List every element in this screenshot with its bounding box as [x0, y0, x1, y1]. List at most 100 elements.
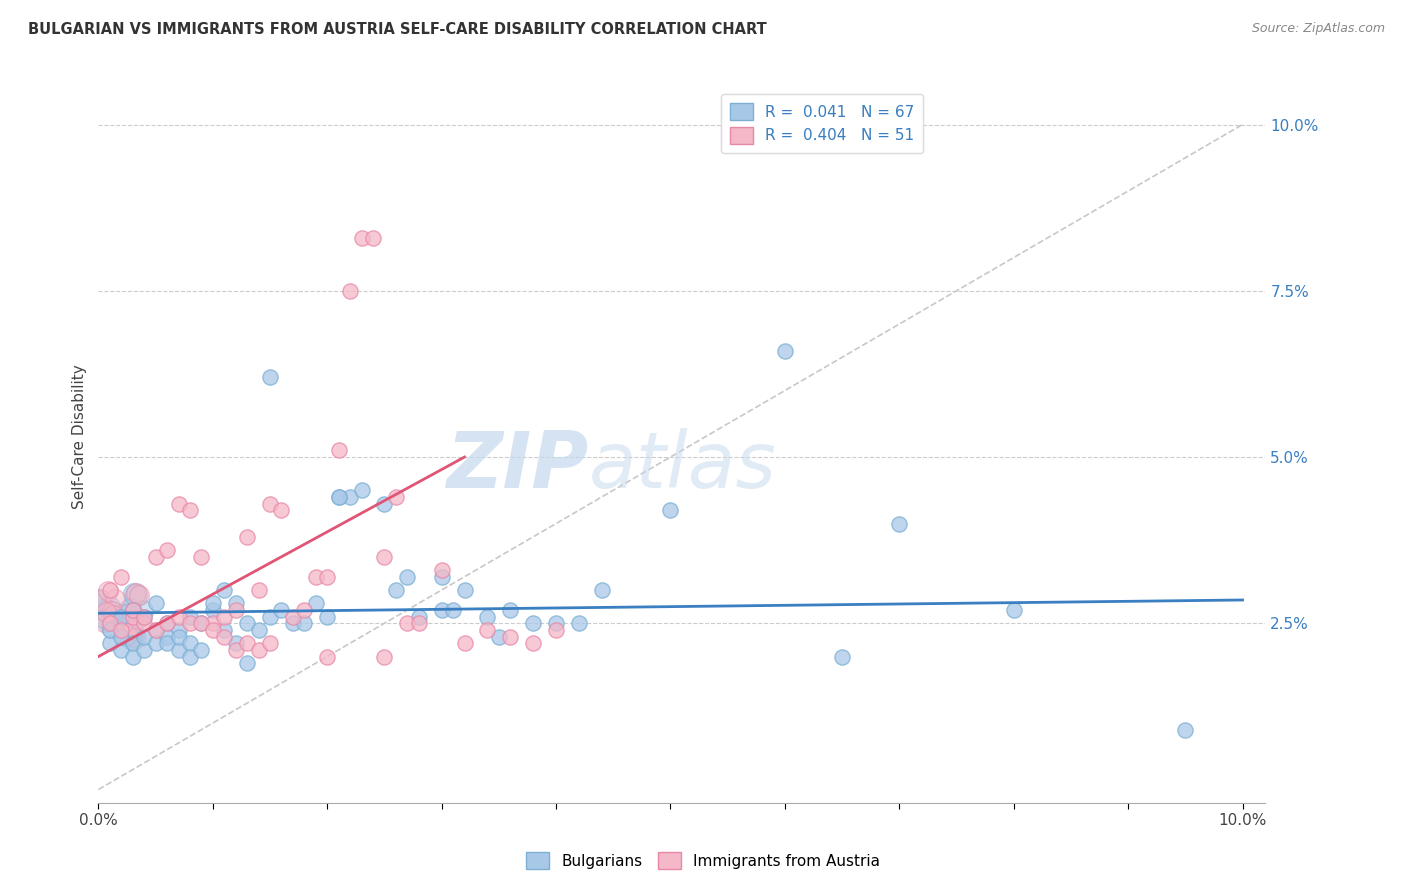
Point — [316, 649, 339, 664]
Point — [121, 629, 143, 643]
Point — [1174, 723, 1197, 737]
Point — [831, 649, 853, 664]
Point — [453, 636, 475, 650]
Point — [94, 605, 117, 619]
Point — [89, 598, 111, 612]
Y-axis label: Self-Care Disability: Self-Care Disability — [72, 365, 87, 509]
Point — [134, 616, 156, 631]
Point — [361, 230, 384, 244]
Point — [110, 630, 132, 644]
Legend: R =  0.041   N = 67, R =  0.404   N = 51: R = 0.041 N = 67, R = 0.404 N = 51 — [721, 94, 924, 153]
Point — [117, 607, 139, 622]
Point — [316, 609, 339, 624]
Point — [477, 609, 499, 624]
Point — [179, 636, 201, 650]
Point — [124, 588, 146, 602]
Point — [190, 549, 212, 564]
Point — [247, 623, 270, 637]
Point — [396, 616, 419, 631]
Point — [190, 616, 212, 631]
Point — [145, 636, 167, 650]
Point — [110, 623, 132, 637]
Point — [121, 603, 143, 617]
Point — [477, 623, 499, 637]
Point — [247, 643, 270, 657]
Point — [111, 608, 134, 623]
Point — [350, 230, 373, 244]
Point — [156, 543, 179, 558]
Point — [328, 490, 350, 504]
Point — [115, 619, 138, 633]
Point — [373, 649, 395, 664]
Point — [441, 603, 464, 617]
Text: ZIP: ZIP — [446, 428, 589, 504]
Point — [179, 649, 201, 664]
Point — [101, 604, 124, 618]
Point — [201, 596, 224, 610]
Point — [408, 609, 430, 624]
Point — [214, 582, 236, 597]
Point — [225, 603, 247, 617]
Point — [373, 549, 395, 564]
Point — [247, 582, 270, 597]
Point — [134, 609, 156, 624]
Point — [236, 636, 259, 650]
Point — [125, 586, 148, 600]
Point — [270, 503, 292, 517]
Point — [134, 630, 156, 644]
Point — [522, 636, 544, 650]
Point — [145, 549, 167, 564]
Point — [350, 483, 373, 498]
Point — [179, 503, 201, 517]
Point — [91, 608, 114, 623]
Point — [305, 596, 328, 610]
Point — [591, 582, 613, 597]
Point — [488, 630, 510, 644]
Point — [121, 603, 143, 617]
Point — [110, 570, 132, 584]
Point — [121, 609, 143, 624]
Point — [112, 615, 135, 630]
Point — [110, 643, 132, 657]
Point — [122, 587, 145, 601]
Point — [659, 503, 682, 517]
Point — [110, 616, 132, 631]
Point — [773, 343, 796, 358]
Point — [131, 604, 153, 618]
Point — [90, 592, 112, 607]
Point — [305, 570, 328, 584]
Point — [167, 497, 190, 511]
Point — [281, 609, 304, 624]
Point — [201, 616, 224, 631]
Point — [134, 609, 156, 624]
Point — [292, 616, 315, 631]
Point — [125, 632, 148, 646]
Point — [453, 582, 475, 597]
Point — [101, 620, 124, 634]
Point — [259, 497, 281, 511]
Point — [190, 643, 212, 657]
Point — [156, 616, 179, 631]
Point — [328, 490, 350, 504]
Point — [236, 530, 259, 544]
Text: BULGARIAN VS IMMIGRANTS FROM AUSTRIA SELF-CARE DISABILITY CORRELATION CHART: BULGARIAN VS IMMIGRANTS FROM AUSTRIA SEL… — [28, 22, 766, 37]
Point — [156, 630, 179, 644]
Point — [385, 490, 408, 504]
Point — [167, 623, 190, 637]
Legend: Bulgarians, Immigrants from Austria: Bulgarians, Immigrants from Austria — [520, 846, 886, 875]
Point — [167, 630, 190, 644]
Point — [339, 284, 361, 298]
Point — [190, 616, 212, 631]
Point — [259, 636, 281, 650]
Point — [128, 588, 150, 602]
Point — [179, 609, 201, 624]
Point — [339, 490, 361, 504]
Point — [122, 613, 145, 627]
Point — [156, 636, 179, 650]
Point — [316, 570, 339, 584]
Point — [568, 616, 591, 631]
Point — [179, 616, 201, 631]
Point — [167, 609, 190, 624]
Point — [236, 616, 259, 631]
Point — [430, 570, 453, 584]
